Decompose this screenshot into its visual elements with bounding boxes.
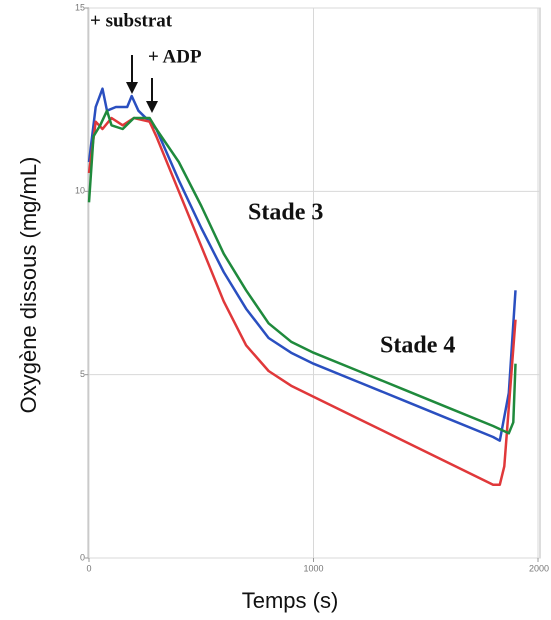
x-tick-label: 1000: [303, 563, 323, 573]
annotation: + substrat: [90, 10, 173, 31]
x-axis-label: Temps (s): [242, 588, 339, 613]
x-tick-label: 2000: [529, 563, 549, 573]
annotation: + ADP: [148, 46, 202, 67]
y-tick-label: 10: [75, 186, 85, 196]
y-axis-label: Oxygène dissous (mg/mL): [16, 157, 41, 414]
data-line: [87, 109, 517, 435]
y-tick-label: 0: [80, 552, 85, 562]
annotation: Stade 3: [248, 200, 323, 226]
arrow: [126, 55, 158, 113]
data-line: [87, 116, 517, 486]
lines: [87, 87, 517, 486]
grid: [85, 7, 540, 562]
annotation: Stade 4: [380, 333, 455, 359]
x-tick-label: 0: [86, 563, 91, 573]
y-tick-label: 15: [75, 2, 85, 12]
y-tick-label: 5: [80, 369, 85, 379]
data-line: [87, 87, 517, 442]
